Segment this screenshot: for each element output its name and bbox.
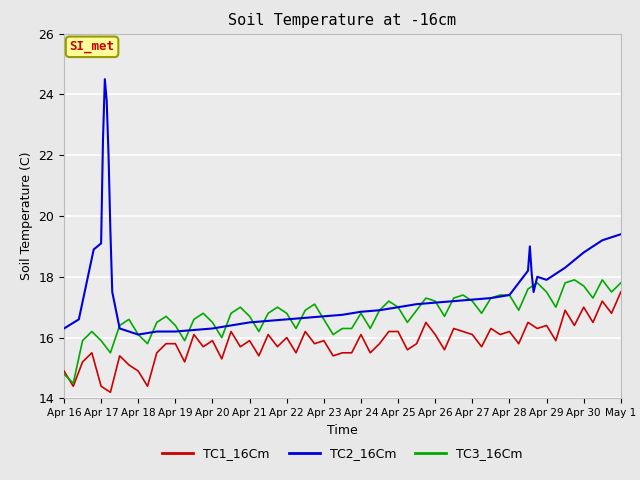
X-axis label: Time: Time	[327, 424, 358, 437]
Y-axis label: Soil Temperature (C): Soil Temperature (C)	[20, 152, 33, 280]
Title: Soil Temperature at -16cm: Soil Temperature at -16cm	[228, 13, 456, 28]
Text: SI_met: SI_met	[70, 40, 115, 53]
Legend: TC1_16Cm, TC2_16Cm, TC3_16Cm: TC1_16Cm, TC2_16Cm, TC3_16Cm	[157, 442, 528, 465]
